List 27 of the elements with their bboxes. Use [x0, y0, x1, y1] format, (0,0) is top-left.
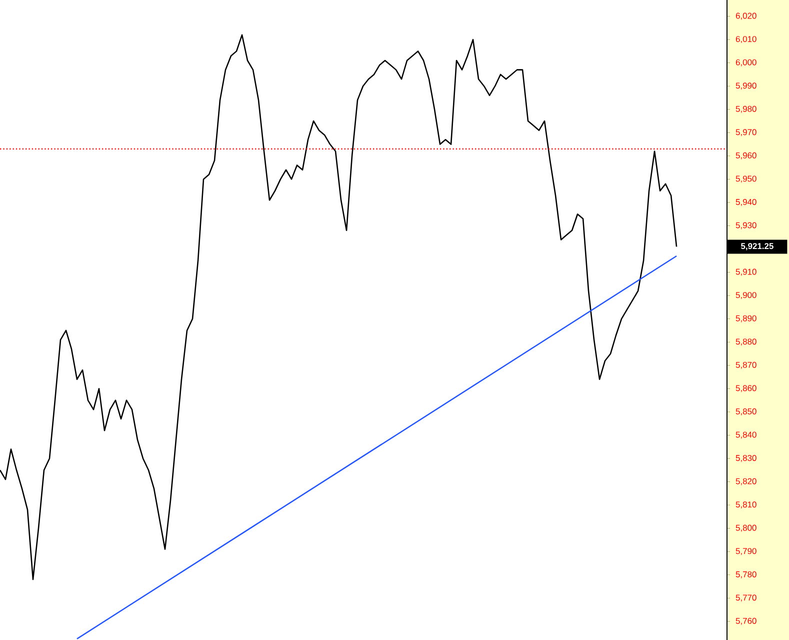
y-tick-label: 5,850 — [736, 408, 756, 416]
y-tick-label: 5,960 — [736, 152, 756, 160]
y-tick-label: 5,870 — [736, 362, 756, 369]
y-tick-label: 5,900 — [736, 292, 756, 300]
y-tick-label: 5,840 — [736, 432, 756, 439]
y-tick-label: 5,820 — [736, 478, 756, 486]
y-tick-label: 6,010 — [736, 36, 756, 44]
y-tick-label: 5,760 — [736, 618, 756, 625]
y-tick-label: 5,780 — [736, 571, 756, 578]
text: 5,921.25 — [740, 243, 774, 250]
y-tick-label: 5,980 — [736, 106, 756, 113]
y-tick-label: 6,000 — [736, 59, 756, 66]
y-tick-label: 5,990 — [736, 82, 756, 90]
y-tick-label: 6,020 — [736, 12, 756, 20]
y-tick-label: 5,890 — [736, 315, 756, 322]
y-tick-label: 5,770 — [736, 594, 756, 602]
y-tick-label: 5,810 — [736, 502, 756, 509]
y-tick-label: 5,790 — [736, 548, 756, 556]
y-tick-label: 5,830 — [736, 454, 756, 462]
y-tick-label: 5,970 — [736, 129, 756, 136]
y-tick-label: 5,930 — [736, 222, 756, 230]
y-tick-label: 5,950 — [736, 176, 756, 183]
y-tick-label: 5,910 — [736, 268, 756, 276]
y-tick-label: 5,940 — [736, 198, 756, 206]
y-tick-label: 5,800 — [736, 524, 756, 532]
y-tick-label: 5,860 — [736, 385, 756, 392]
y-tick-label: 5,880 — [736, 338, 756, 346]
